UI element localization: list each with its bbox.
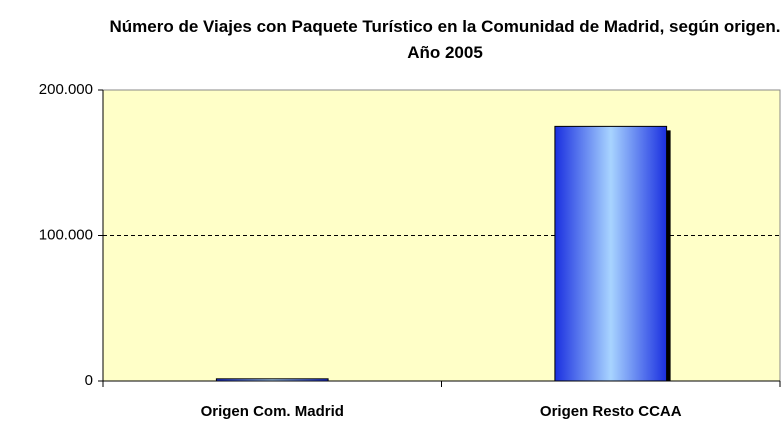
y-tick-label: 200.000 [39,81,93,98]
bar [554,125,668,382]
y-tick-label: 0 [85,372,93,389]
x-tick-label: Origen Com. Madrid [201,403,344,420]
chart-title: Número de Viajes con Paquete Turístico e… [109,17,781,62]
bar [215,378,329,382]
x-tick-label: Origen Resto CCAA [540,403,682,420]
y-tick-label: 100.000 [39,226,93,243]
